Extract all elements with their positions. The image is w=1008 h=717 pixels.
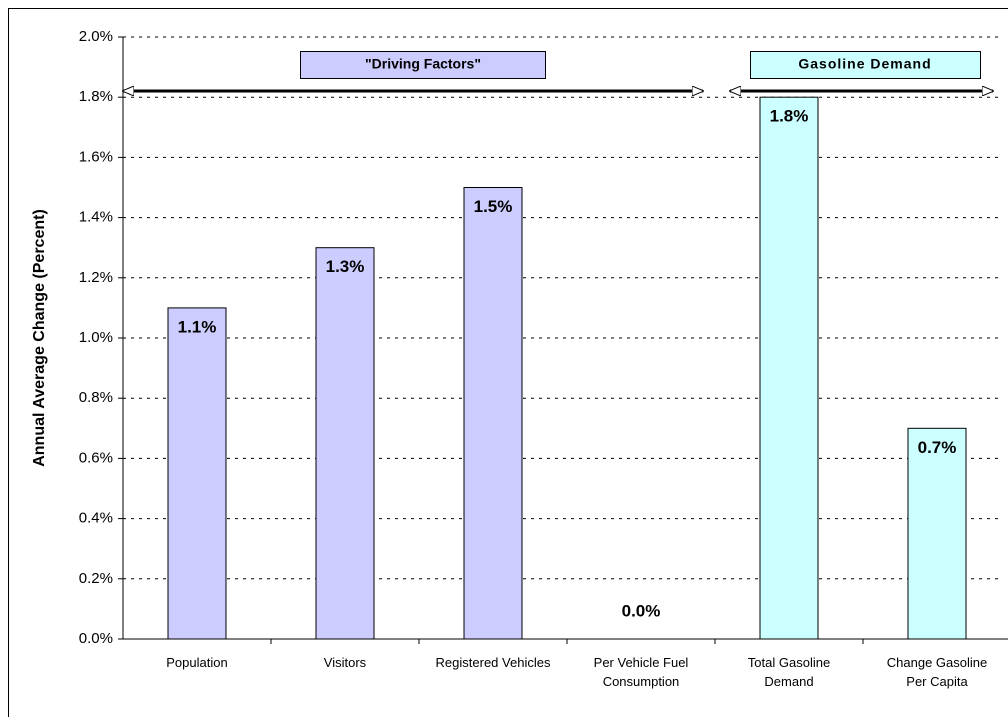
bar	[315, 247, 375, 640]
value-label: 1.3%	[326, 257, 365, 276]
bar	[167, 307, 227, 640]
value-label: 1.5%	[474, 197, 513, 216]
annotation-box	[750, 51, 981, 79]
x-tick-label: Per Vehicle Fuel Consumption	[593, 655, 689, 689]
x-tick-label: Total Gasoline Demand	[747, 655, 831, 689]
y-tick-label: 0.4%	[79, 510, 113, 527]
bar	[759, 96, 819, 640]
value-label: 0.0%	[622, 601, 661, 620]
x-tick-label: Registered Vehicles	[435, 655, 551, 670]
annotation: Gasoline Demand	[798, 56, 931, 72]
x-tick-label: Change Gasoline Per Capita	[886, 655, 988, 689]
x-tick-label: Visitors	[323, 655, 367, 670]
y-tick-label: 0.2%	[79, 570, 113, 587]
y-tick-label: 1.8%	[79, 88, 113, 105]
bar	[907, 427, 967, 640]
y-tick-label: 1.6%	[79, 148, 113, 165]
value-label: 0.7%	[918, 438, 957, 457]
annotation-box	[300, 51, 546, 79]
y-tick-label: 1.4%	[79, 209, 113, 226]
y-tick-label: 1.0%	[79, 329, 113, 346]
y-tick-label: 0.6%	[79, 449, 113, 466]
y-tick-label: 2.0%	[79, 28, 113, 45]
bar	[463, 187, 523, 640]
y-tick-label: 0.0%	[79, 630, 113, 647]
frame	[8, 8, 1008, 717]
value-label: 1.8%	[770, 107, 809, 126]
y-axis-title: Annual Average Change (Percent)	[31, 209, 48, 467]
value-label: 1.1%	[178, 317, 217, 336]
x-tick-label: Population	[166, 655, 228, 670]
y-tick-label: 0.8%	[79, 389, 113, 406]
annotation: "Driving Factors"	[365, 56, 481, 72]
y-tick-label: 1.2%	[79, 269, 113, 286]
